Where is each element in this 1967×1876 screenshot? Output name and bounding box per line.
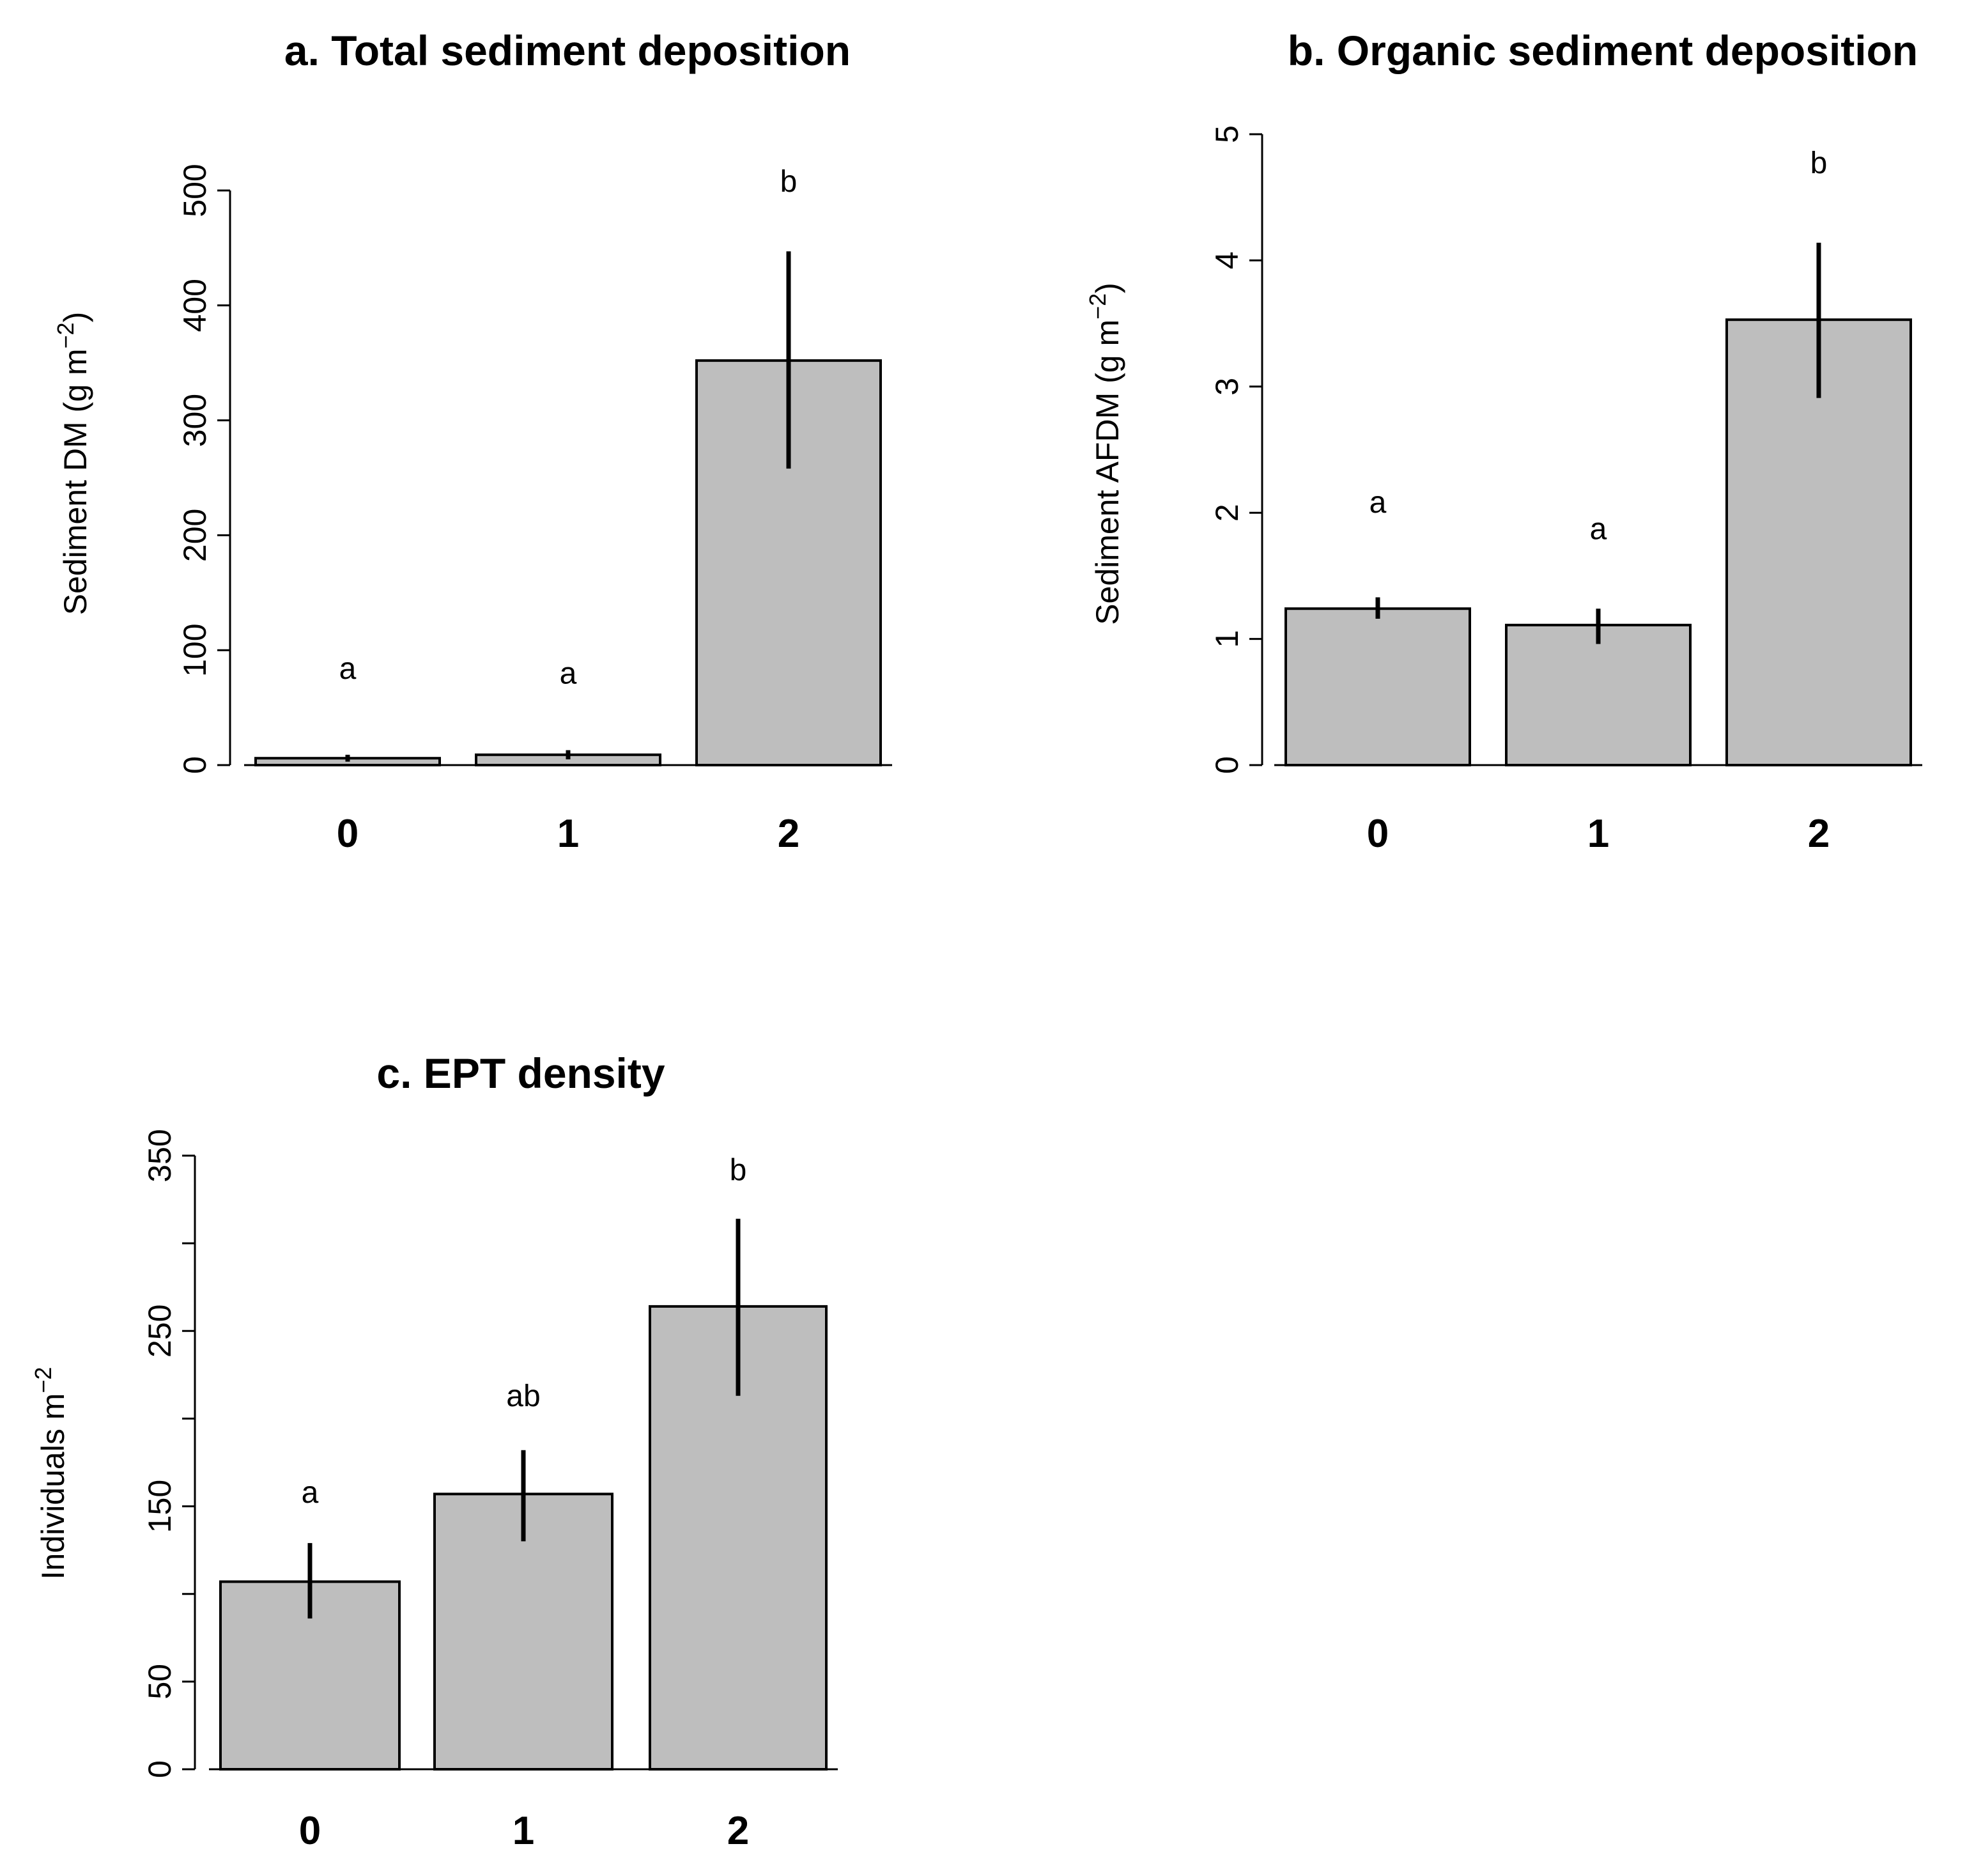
panel-a-y-tick-label-200: 200 bbox=[177, 509, 213, 562]
panel-a-x-tick-label-1: 1 bbox=[557, 812, 579, 856]
panel-c-bar-2 bbox=[649, 1305, 828, 1771]
panel-c-y-tick-label-350: 350 bbox=[142, 1129, 178, 1182]
panel-a-sig-letter-2: b bbox=[780, 165, 798, 199]
panel-a-y-tick-label-400: 400 bbox=[177, 279, 213, 332]
panel-a-y-tick-label-100: 100 bbox=[177, 623, 213, 676]
panel-b-y-tick-label-4: 4 bbox=[1209, 251, 1245, 269]
panel-b-bar-1 bbox=[1505, 623, 1692, 766]
panel-b-y-axis-label: Sediment AFDM (g m−2) bbox=[1084, 283, 1126, 625]
panel-c-y-tick-label-150: 150 bbox=[142, 1480, 178, 1533]
panel-c-sig-letter-2: b bbox=[730, 1153, 747, 1187]
panel-b-title: b. Organic sediment deposition bbox=[1288, 27, 1918, 74]
panel-c-plot-area: a ab b 0 50 150 250 350 0 1 2 bbox=[142, 1129, 838, 1853]
panel-c-x-tick-label-2: 2 bbox=[727, 1809, 749, 1853]
panel-a-sig-letter-1: a bbox=[560, 656, 577, 690]
panel-a-y-tick-label-500: 500 bbox=[177, 164, 213, 217]
panel-a-plot-area: a a b 0 100 200 300 400 500 0 1 2 bbox=[177, 164, 892, 856]
panel-c-y-axis-label: Individuals m−2 bbox=[30, 1367, 72, 1580]
panel-b-organic-sediment: b. Organic sediment deposition Sediment … bbox=[1084, 27, 1922, 856]
panel-c-y-tick-label-250: 250 bbox=[142, 1305, 178, 1358]
panel-b-x-tick-label-2: 2 bbox=[1808, 812, 1830, 856]
panel-c-x-tick-label-1: 1 bbox=[513, 1809, 534, 1853]
panel-a-title: a. Total sediment deposition bbox=[284, 27, 851, 74]
panel-c-ept-density: c. EPT density Individuals m−2 a ab b 0 50 15… bbox=[30, 1050, 838, 1853]
panel-b-y-tick-label-2: 2 bbox=[1209, 504, 1245, 522]
panel-b-x-tick-label-1: 1 bbox=[1587, 812, 1609, 856]
panel-a-x-tick-label-2: 2 bbox=[778, 812, 799, 856]
panel-c-x-tick-label-0: 0 bbox=[299, 1809, 321, 1853]
panel-a-sig-letter-0: a bbox=[339, 652, 357, 686]
panel-c-sig-letter-0: a bbox=[302, 1476, 319, 1510]
panel-a-x-tick-label-0: 0 bbox=[337, 812, 359, 856]
panel-b-sig-letter-2: b bbox=[1810, 146, 1828, 180]
panel-b-sig-letter-1: a bbox=[1590, 513, 1607, 547]
panel-c-y-tick-label-50: 50 bbox=[142, 1664, 178, 1700]
panel-a-y-axis-label: Sediment DM (g m−2) bbox=[52, 312, 94, 615]
panel-b-plot-area: a a b 0 1 2 3 4 5 0 1 2 bbox=[1209, 125, 1922, 856]
panel-b-y-tick-label-0: 0 bbox=[1209, 756, 1245, 774]
panel-b-y-tick-label-5: 5 bbox=[1209, 125, 1245, 143]
panel-a-total-sediment: a. Total sediment deposition Sediment DM… bbox=[52, 27, 892, 856]
panel-c-y-tick-label-0: 0 bbox=[142, 1760, 178, 1778]
panel-b-x-tick-label-0: 0 bbox=[1367, 812, 1389, 856]
panel-c-sig-letter-1: ab bbox=[506, 1379, 540, 1413]
panel-b-sig-letter-0: a bbox=[1369, 486, 1387, 520]
panel-b-bar-0 bbox=[1284, 607, 1471, 766]
panel-b-y-tick-label-1: 1 bbox=[1209, 630, 1245, 648]
panel-a-y-tick-label-0: 0 bbox=[177, 756, 213, 774]
panel-b-y-tick-label-3: 3 bbox=[1209, 378, 1245, 396]
panel-c-title: c. EPT density bbox=[376, 1050, 665, 1097]
panel-a-y-tick-label-300: 300 bbox=[177, 394, 213, 447]
